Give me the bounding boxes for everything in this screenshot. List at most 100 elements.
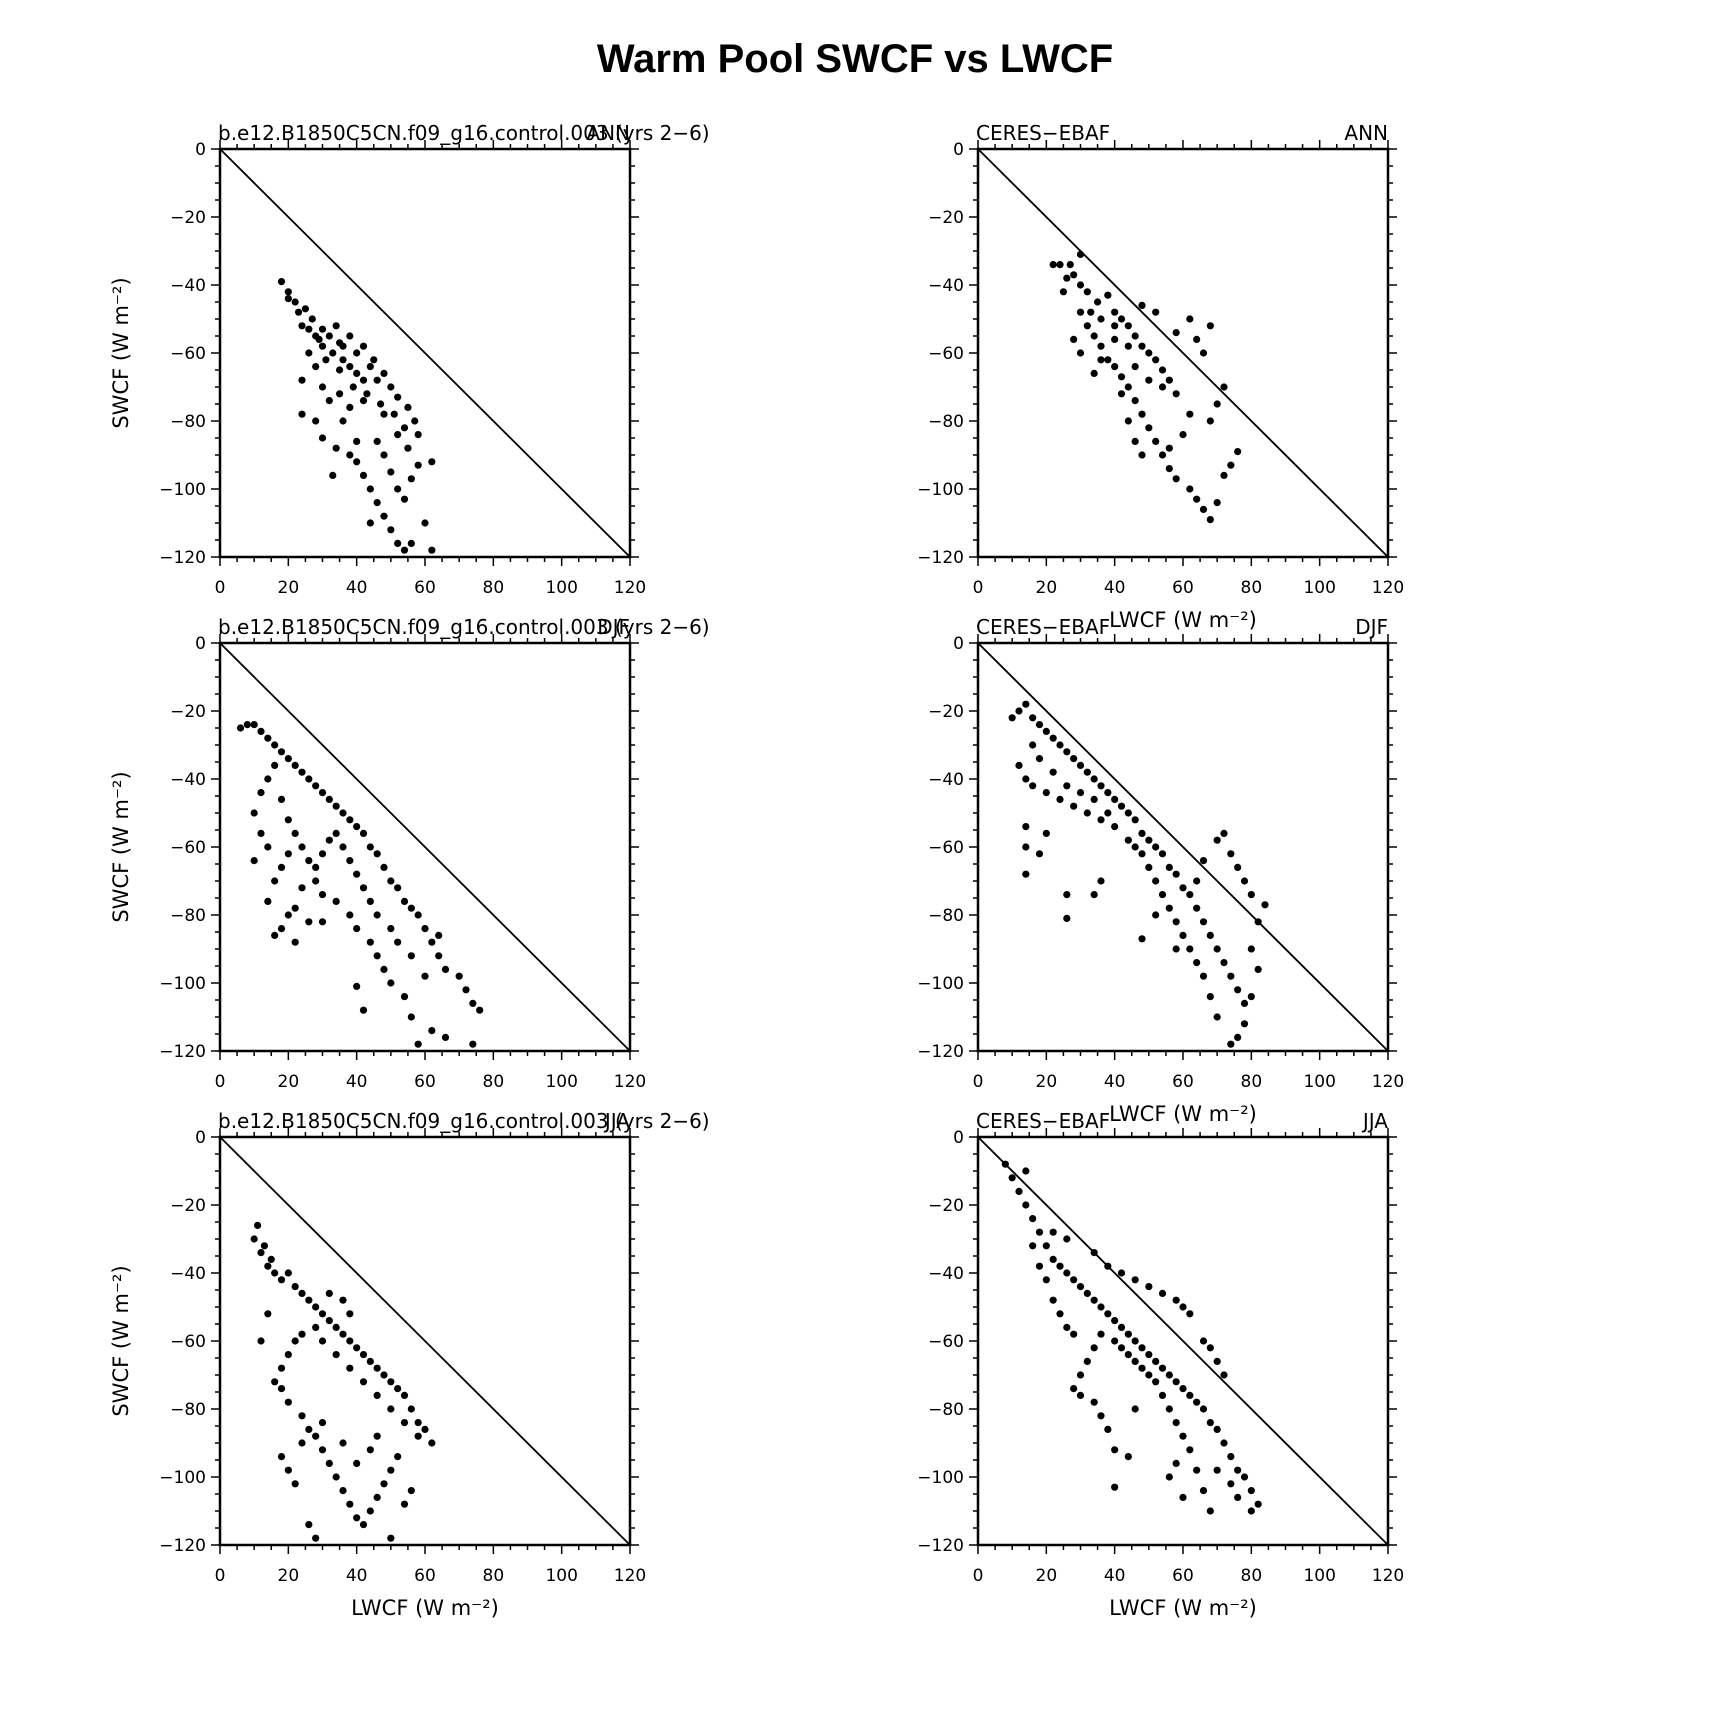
data-point [400, 424, 409, 432]
data-point [335, 366, 344, 374]
data-point [1220, 471, 1228, 479]
scatter-panel-6: 0 20 40 60 80 100 120 0 −20 −40 −60 −80 −100 −120 CERE… [917, 1109, 1404, 1620]
data-point [353, 458, 361, 466]
data-point [1111, 1317, 1119, 1325]
data-point [441, 1033, 450, 1041]
y-tick-label: −20 [170, 1196, 206, 1216]
data-point [1097, 1412, 1105, 1420]
data-point [1234, 1466, 1242, 1474]
data-point [363, 390, 371, 398]
data-point [366, 485, 374, 493]
scatter-panel-2: 0 20 40 60 80 100 120 0 −20 −40 −60 −80 −100 −120 CERE… [917, 121, 1404, 632]
panel-right-label: DJF [1355, 615, 1388, 639]
data-point [346, 332, 354, 340]
data-point [1049, 261, 1057, 269]
data-point [1152, 843, 1160, 851]
data-point [339, 1487, 347, 1495]
data-point [387, 1534, 395, 1542]
data-point [353, 1459, 361, 1467]
x-tick-label: 20 [278, 1072, 300, 1092]
data-point [1049, 734, 1057, 742]
x-tick-label: 0 [215, 578, 226, 598]
data-point [400, 1500, 409, 1508]
data-point [271, 1378, 279, 1386]
data-point [1247, 993, 1255, 1001]
data-point [428, 1439, 436, 1447]
data-point [1138, 451, 1146, 459]
data-point [414, 1040, 422, 1048]
data-point [1104, 356, 1112, 364]
data-point [339, 1330, 347, 1338]
data-point [1097, 1330, 1105, 1338]
data-point [1015, 707, 1023, 715]
data-point [277, 925, 286, 933]
data-point [1042, 829, 1050, 838]
data-point [1152, 1357, 1160, 1365]
data-point [298, 1412, 306, 1420]
data-point [257, 1337, 265, 1345]
y-tick-label: −40 [928, 276, 964, 296]
data-point [346, 1310, 354, 1318]
data-point [400, 1391, 409, 1399]
data-point [1063, 748, 1071, 756]
data-point [1131, 363, 1139, 371]
data-point [318, 891, 327, 899]
data-point [366, 1507, 374, 1515]
data-point [1097, 356, 1105, 364]
data-point [346, 451, 354, 459]
data-point [1111, 1446, 1119, 1454]
data-point [339, 1296, 347, 1304]
data-point [1199, 1337, 1208, 1345]
data-point [1145, 863, 1153, 872]
data-point [1022, 823, 1030, 831]
data-point [271, 761, 279, 770]
data-point [1138, 829, 1146, 838]
data-point [346, 1364, 354, 1372]
data-point [1138, 850, 1146, 858]
data-point [1022, 775, 1030, 783]
data-point [291, 829, 299, 838]
data-point [1165, 376, 1173, 384]
data-point [1227, 972, 1235, 980]
data-point [257, 829, 265, 838]
data-point [1035, 721, 1044, 729]
data-point [1227, 1480, 1235, 1488]
data-point [1124, 1351, 1132, 1359]
data-point [257, 727, 265, 736]
data-point [315, 335, 323, 343]
data-point [298, 1289, 306, 1297]
data-point [346, 1500, 354, 1508]
data-point [1172, 390, 1180, 398]
data-point [1117, 373, 1126, 381]
data-point [1076, 349, 1085, 357]
data-point [1029, 714, 1037, 722]
data-point [1213, 400, 1221, 408]
x-axis-label: LWCF (W m⁻²) [1109, 608, 1257, 632]
y-tick-label: −120 [159, 548, 206, 568]
data-point [1254, 1500, 1262, 1508]
data-point [1042, 789, 1050, 797]
data-point [373, 911, 381, 919]
data-point [1049, 768, 1057, 776]
data-point [264, 1310, 272, 1318]
data-point [353, 437, 361, 445]
data-point [373, 1364, 381, 1372]
data-point [1234, 863, 1242, 872]
y-tick-label: −20 [170, 702, 206, 722]
data-point [1063, 1235, 1071, 1243]
data-point [257, 789, 265, 797]
data-point [312, 417, 320, 425]
x-tick-label: 0 [973, 1566, 984, 1586]
data-point [1158, 850, 1167, 858]
x-tick-label: 80 [483, 1072, 505, 1092]
data-point [387, 383, 395, 391]
data-point [1234, 1493, 1242, 1501]
data-point [1158, 451, 1167, 459]
data-point [1063, 782, 1071, 790]
data-point [1220, 383, 1228, 391]
data-point [1111, 363, 1119, 371]
x-tick-label: 60 [1172, 1072, 1194, 1092]
data-point [1090, 369, 1098, 377]
data-point [1090, 1249, 1098, 1257]
data-point [1104, 291, 1112, 299]
